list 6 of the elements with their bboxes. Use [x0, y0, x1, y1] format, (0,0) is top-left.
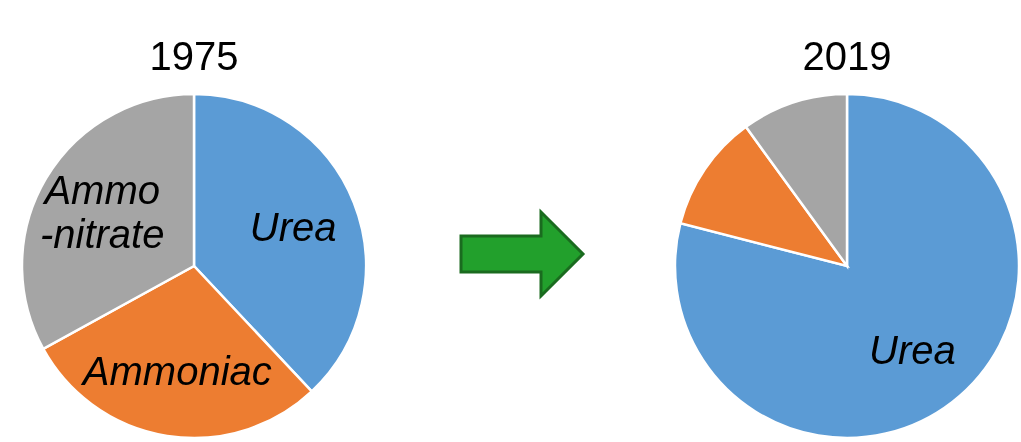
chart-title: 2019	[802, 34, 892, 78]
slice-label: Ammo -nitrate	[39, 167, 165, 256]
slice-label: Ammoniac	[80, 349, 272, 394]
slice-label: Urea	[869, 328, 956, 373]
slice-label: Urea	[249, 204, 337, 249]
chart-title: 1975	[149, 34, 239, 78]
